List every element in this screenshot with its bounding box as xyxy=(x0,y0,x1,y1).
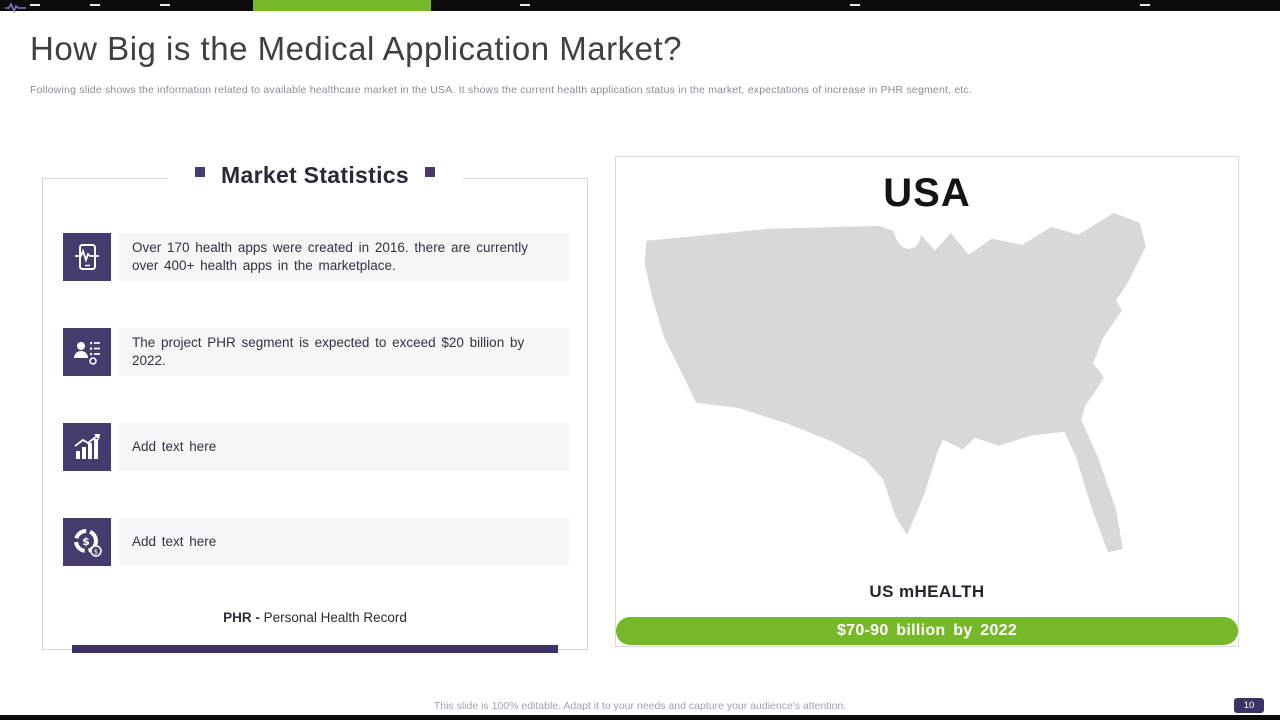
us-mhealth-caption: US mHEALTH xyxy=(869,582,985,601)
market-statistics-title: Market Statistics xyxy=(221,162,409,188)
stat-text: Over 170 health apps were created in 201… xyxy=(119,233,569,281)
phr-footnote-text: Personal Health Record xyxy=(259,610,407,625)
tick-mark xyxy=(1140,4,1150,6)
stat-row: Add text here xyxy=(63,423,569,471)
page-number-badge: 10 xyxy=(1234,698,1264,713)
tick-mark xyxy=(30,4,40,6)
stat-row: $ $ Add text here xyxy=(63,518,569,566)
page-subtitle: Following slide shows the information re… xyxy=(30,84,973,96)
page-title: How Big is the Medical Application Marke… xyxy=(30,30,682,67)
tick-mark xyxy=(520,4,530,6)
square-bullet-icon xyxy=(424,167,435,177)
mhealth-stat-banner: $70-90 billion by 2022 xyxy=(616,617,1238,645)
stat-rows: Over 170 health apps were created in 201… xyxy=(63,233,569,613)
phr-footnote-abbr: PHR - xyxy=(223,610,260,625)
top-accent-green xyxy=(253,0,431,11)
donut-chart-dollar-icon: $ $ xyxy=(63,518,111,566)
square-bullet-icon xyxy=(195,167,206,177)
svg-text:$: $ xyxy=(94,548,98,556)
phr-footnote: PHR - Personal Health Record xyxy=(43,610,587,625)
market-statistics-panel: Market Statistics Over 170 health apps w… xyxy=(42,162,588,653)
tick-mark xyxy=(160,4,170,6)
stat-row: The project PHR segment is expected to e… xyxy=(63,328,569,376)
bottom-accent-strip xyxy=(0,715,1280,720)
usa-map xyxy=(644,212,1146,553)
usa-panel: USA US mHEALTH $70-90 billion by 2022 xyxy=(615,156,1239,647)
editable-note: This slide is 100% editable. Adapt it to… xyxy=(433,700,847,712)
tick-mark xyxy=(850,4,860,6)
stat-text: Add text here xyxy=(119,518,569,566)
bar-chart-growth-icon xyxy=(63,423,111,471)
stat-text: Add text here xyxy=(119,423,569,471)
stat-row: Over 170 health apps were created in 201… xyxy=(63,233,569,281)
mobile-health-app-icon xyxy=(63,233,111,281)
pulse-icon xyxy=(4,0,28,18)
usa-title: USA xyxy=(883,171,971,215)
panel-accent-bar xyxy=(72,645,558,653)
stat-text: The project PHR segment is expected to e… xyxy=(119,328,569,376)
top-accent-strip xyxy=(0,0,1280,14)
person-checklist-icon xyxy=(63,328,111,376)
market-statistics-header: Market Statistics xyxy=(43,162,587,189)
svg-text:$: $ xyxy=(82,535,90,548)
tick-mark xyxy=(90,4,100,6)
